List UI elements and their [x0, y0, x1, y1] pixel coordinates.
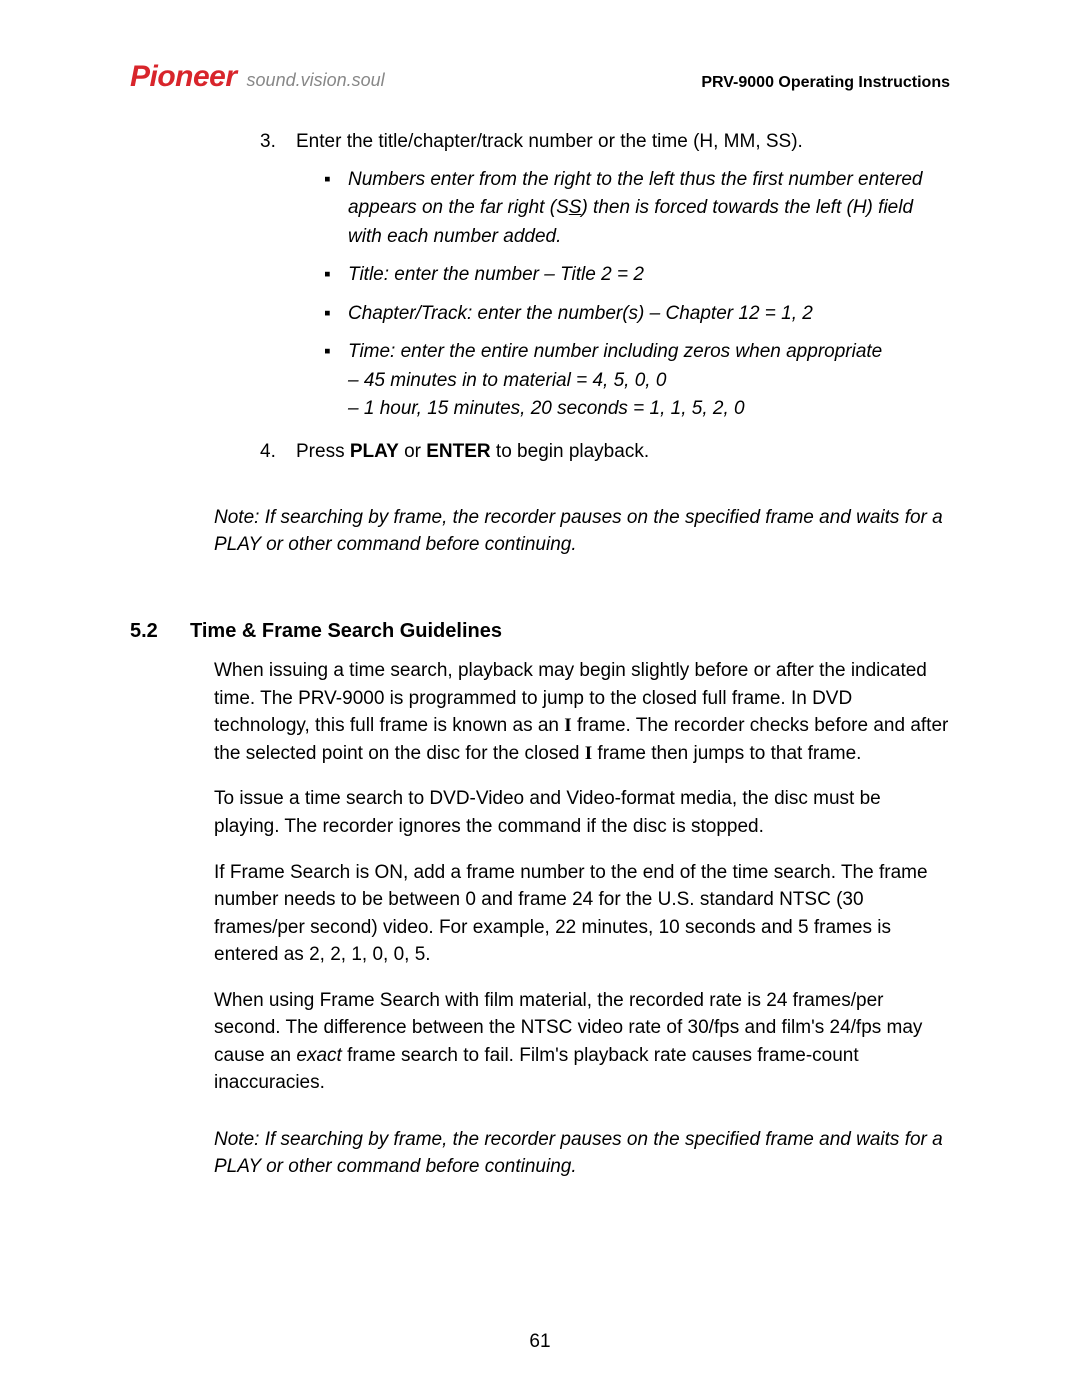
paragraph: When issuing a time search, playback may… [214, 657, 950, 767]
bullet-item: ▪ Numbers enter from the right to the le… [324, 166, 950, 252]
paragraph: To issue a time search to DVD-Video and … [214, 785, 950, 840]
step-4: 4. Press PLAY or ENTER to begin playback… [260, 438, 950, 466]
step-number: 4. [260, 438, 296, 466]
brand-logo: Pioneer sound.vision.soul [130, 60, 385, 94]
section-heading: 5.2 Time & Frame Search Guidelines [214, 620, 950, 643]
nested-line: – 1 hour, 15 minutes, 20 seconds = 1, 1,… [348, 395, 950, 424]
bullet-item: ▪ Chapter/Track: enter the number(s) – C… [324, 300, 950, 329]
paragraph: If Frame Search is ON, add a frame numbe… [214, 859, 950, 969]
step-3: 3. Enter the title/chapter/track number … [260, 128, 950, 156]
bullet-marker-icon: ▪ [324, 300, 348, 329]
bullet-item: ▪ Time: enter the entire number includin… [324, 338, 950, 424]
bullet-marker-icon: ▪ [324, 338, 348, 424]
step-text: Press PLAY or ENTER to begin playback. [296, 438, 649, 466]
bullet-text: Chapter/Track: enter the number(s) – Cha… [348, 300, 950, 329]
step-3-bullets: ▪ Numbers enter from the right to the le… [324, 166, 950, 424]
brand-name: Pioneer [130, 60, 237, 94]
bullet-text: Numbers enter from the right to the left… [348, 166, 950, 252]
nested-line: – 45 minutes in to material = 4, 5, 0, 0 [348, 367, 950, 396]
section-number: 5.2 [130, 620, 190, 643]
step-number: 3. [260, 128, 296, 156]
doc-title: PRV-9000 Operating Instructions [701, 74, 950, 92]
brand-tagline: sound.vision.soul [247, 70, 385, 91]
page-number: 61 [0, 1331, 1080, 1353]
note-text: Note: If searching by frame, the recorde… [214, 1127, 950, 1180]
bullet-text: Title: enter the number – Title 2 = 2 [348, 261, 950, 290]
bullet-item: ▪ Title: enter the number – Title 2 = 2 [324, 261, 950, 290]
bullet-marker-icon: ▪ [324, 166, 348, 252]
bullet-text: Time: enter the entire number including … [348, 338, 950, 424]
i-frame-letter: I [564, 715, 571, 736]
page-content: 3. Enter the title/chapter/track number … [130, 128, 950, 1180]
bullet-marker-icon: ▪ [324, 261, 348, 290]
step-text: Enter the title/chapter/track number or … [296, 128, 803, 156]
section-title: Time & Frame Search Guidelines [190, 620, 502, 643]
paragraph: When using Frame Search with film materi… [214, 987, 950, 1097]
note-text: Note: If searching by frame, the recorde… [214, 505, 950, 558]
page-header: Pioneer sound.vision.soul PRV-9000 Opera… [130, 60, 950, 94]
